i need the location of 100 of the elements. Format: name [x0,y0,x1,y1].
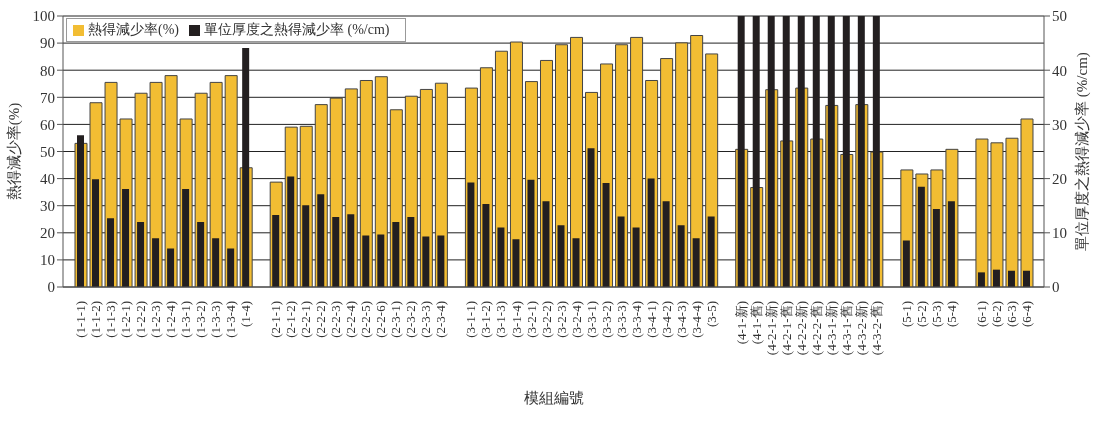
bar [107,218,115,287]
bar [407,217,415,287]
x-tick-label: (2-2-1) [298,301,314,338]
x-axis-title: 模組編號 [523,390,584,406]
bar [167,248,175,287]
x-tick-label: (2-2-4) [343,301,359,338]
y-tick-label: 40 [40,170,55,187]
x-tick-label: (6-3) [1004,301,1020,327]
bar [377,234,385,287]
bar [152,238,160,287]
y2-tick-label: 20 [1052,170,1067,187]
bar [707,216,715,287]
bar [497,227,505,287]
x-tick-label: (1-1-1) [73,301,89,338]
x-tick-label: (3-4-4) [688,301,704,338]
bar [92,179,100,287]
x-tick-label: (1-3-3) [208,301,224,338]
x-tick-label: (4-3-2-新) [853,301,869,356]
x-tick-label: (6-1) [974,301,989,327]
x-tick-label: (5-4) [943,301,959,327]
x-tick-label: (3-4-3) [673,301,689,338]
x-tick-label: (3-3-4) [628,301,644,338]
bar [422,236,430,287]
bar [437,235,445,287]
bar [602,182,610,287]
x-tick-label: (1-1-2) [88,301,104,338]
bar [572,238,580,287]
bar [542,201,550,287]
bar [587,148,595,287]
x-tick-label: (3-4-2) [658,301,674,338]
x-tick-label: (4-3-2-舊) [868,301,884,356]
x-tick-label: (4-1-新) [733,301,749,345]
x-tick-label: (4-3-1-舊) [838,301,854,356]
legend-label: 熱得減少率(%) [88,22,179,37]
bar [512,239,520,287]
x-tick-label: (2-2-5) [358,301,374,338]
x-tick-label: (5-2) [913,301,929,327]
x-tick-label: (3-5) [703,301,719,327]
x-tick-label: (3-1-1) [463,301,479,338]
x-tick-label: (2-1-1) [268,301,284,338]
bar [272,214,280,287]
bar [137,221,145,287]
bar [1007,270,1015,287]
x-tick-label: (2-2-6) [373,301,389,338]
x-tick-label: (1-2-3) [148,301,164,338]
x-tick-label: (5-3) [928,301,944,327]
bar [212,238,220,287]
x-tick-label: (2-3-1) [388,301,404,338]
x-tick-label: (5-1) [898,301,914,327]
x-tick-label: (1-1-3) [103,301,119,338]
y-axis-title: 熱得減少率(%) [6,102,24,201]
bar [392,221,400,287]
bar [932,208,940,287]
bar [977,272,985,287]
bar [482,204,490,287]
bar [197,221,205,287]
bar [227,248,235,287]
x-tick-label: (1-3-1) [178,301,194,338]
x-tick-label: (1-4) [238,301,254,327]
x-tick-label: (4-2-2-新) [793,301,809,356]
bar [332,217,340,287]
bar [662,201,670,287]
x-tick-label: (3-2-4) [568,301,584,338]
bar [317,194,325,287]
x-tick-label: (6-4) [1019,301,1035,327]
y-tick-label: 70 [40,89,55,106]
x-tick-label: (3-3-1) [583,301,599,338]
x-tick-label: (2-3-4) [433,301,449,338]
x-tick-label: (3-1-3) [493,301,509,338]
y-tick-label: 90 [40,35,55,52]
bar [617,216,625,287]
x-tick-label: (2-2-3) [328,301,344,338]
bar [647,178,655,287]
bar [347,214,355,287]
x-tick-label: (2-2-2) [313,301,329,338]
x-tick-label: (4-2-1-新) [763,301,779,356]
y2-tick-label: 40 [1052,62,1067,79]
y2-tick-label: 30 [1052,116,1067,133]
y-tick-label: 50 [40,143,55,160]
x-tick-label: (4-3-1-新) [823,301,839,356]
x-tick-label: (3-1-4) [508,301,524,338]
x-tick-label: (3-2-3) [553,301,569,338]
x-tick-label: (6-2) [989,301,1005,327]
x-tick-label: (1-3-2) [193,301,209,338]
bar [557,225,565,287]
bar [122,188,130,287]
y-tick-label: 60 [40,116,55,133]
y-tick-label: 30 [40,198,55,215]
x-tick-label: (3-4-1) [643,301,659,338]
x-tick-label: (1-2-4) [163,301,179,338]
bar [182,188,190,287]
y-tick-label: 80 [40,62,55,79]
x-tick-label: (2-1-2) [283,301,299,338]
bar [467,182,475,287]
y2-tick-label: 10 [1052,225,1067,242]
y2-tick-label: 0 [1052,279,1060,296]
y-tick-label: 10 [40,252,55,269]
bar [992,269,1000,287]
y2-axis-title: 單位厚度之熱得減少率 (%/cm) [1074,52,1092,251]
x-tick-label: (2-3-2) [403,301,419,338]
